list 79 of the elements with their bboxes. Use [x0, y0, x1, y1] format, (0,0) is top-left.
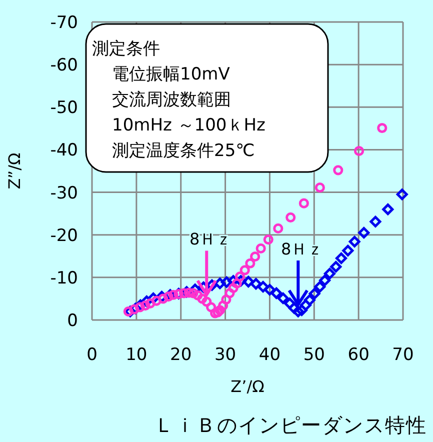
point	[370, 216, 382, 228]
point	[240, 265, 250, 276]
annotation: 電位振幅10mV	[112, 64, 230, 84]
point	[188, 288, 198, 298]
point	[264, 284, 276, 296]
point	[168, 290, 178, 300]
point	[358, 226, 370, 238]
x-axis-title: Z’/Ω	[230, 377, 264, 396]
annotation: 8Ｈｚ	[281, 239, 324, 258]
point	[206, 302, 216, 312]
point	[140, 300, 150, 311]
point	[234, 272, 245, 282]
y-tick-label: -50	[50, 98, 78, 118]
y-tick-label: -30	[50, 183, 78, 204]
point	[277, 292, 289, 304]
point	[377, 122, 388, 134]
point	[314, 182, 325, 193]
x-tick-label: 40	[258, 345, 281, 365]
point	[123, 306, 134, 317]
y-tick-label: -20	[50, 226, 78, 246]
point	[151, 296, 162, 306]
point	[335, 252, 347, 264]
point	[342, 244, 354, 256]
point	[221, 294, 232, 305]
point	[192, 290, 203, 300]
x-tick-label: 0	[86, 345, 98, 365]
point	[319, 274, 331, 286]
y-tick-label: -70	[50, 13, 78, 33]
point	[382, 204, 394, 216]
y-tick-label: 0	[67, 311, 78, 331]
point	[256, 243, 266, 254]
y-tick-label: -10	[50, 268, 78, 288]
text: ＬｉＢのインピーダンス特性	[154, 413, 427, 437]
x-tick-label: 60	[348, 345, 370, 365]
y-tick-label: -60	[50, 56, 78, 76]
x-tick-label: 30	[214, 345, 236, 365]
annotation: 測定温度条件25℃	[112, 141, 255, 161]
point	[273, 223, 284, 234]
point	[263, 234, 274, 245]
point	[333, 165, 344, 176]
point	[314, 281, 326, 293]
annotation: 測定条件	[92, 39, 160, 59]
point	[145, 298, 156, 308]
point	[250, 252, 260, 262]
point	[228, 283, 238, 294]
point	[324, 268, 336, 280]
point	[396, 188, 408, 200]
point	[257, 281, 269, 293]
point	[245, 258, 256, 268]
annotation: 8Ｈｚ	[190, 230, 232, 249]
point	[304, 294, 316, 306]
y-axis-title: Z”/Ω	[5, 152, 24, 190]
annotation: 10mHz ～100ｋHz	[112, 116, 266, 136]
point	[178, 288, 190, 298]
point	[202, 296, 212, 307]
point	[308, 288, 320, 300]
point	[184, 288, 194, 298]
point	[158, 294, 168, 304]
point	[232, 278, 242, 288]
point	[270, 287, 282, 299]
point	[330, 261, 342, 273]
point	[284, 298, 296, 310]
point	[163, 292, 174, 302]
point	[134, 302, 146, 312]
x-tick-label: 70	[392, 345, 414, 365]
point	[197, 294, 208, 304]
x-tick-label: 10	[126, 345, 148, 365]
point	[348, 236, 360, 248]
point	[286, 212, 296, 222]
annotation: 交流周波数範囲	[112, 90, 231, 110]
point	[250, 278, 262, 290]
y-tick-label: -40	[50, 140, 78, 161]
x-tick-label: 50	[303, 345, 325, 365]
point	[354, 146, 364, 156]
x-tick-label: 20	[170, 345, 192, 365]
point	[298, 198, 309, 208]
point	[220, 276, 232, 288]
point	[224, 288, 235, 298]
point	[242, 276, 254, 288]
